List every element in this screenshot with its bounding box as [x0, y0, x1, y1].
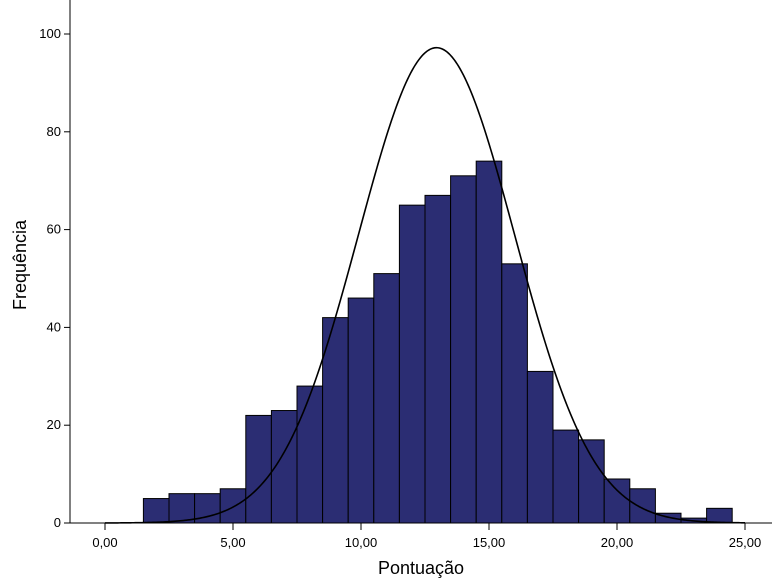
histogram-bar [168, 493, 196, 524]
y-tick-label: 20 [47, 417, 61, 432]
histogram-bar [629, 488, 656, 524]
y-tick-label: 60 [47, 222, 61, 237]
x-tick-label: 5,00 [220, 535, 245, 550]
histogram-bar [603, 478, 631, 524]
y-tick-label: 100 [39, 26, 61, 41]
x-tick-label: 0,00 [92, 535, 117, 550]
histogram-bar [219, 488, 247, 524]
histogram-bar [296, 385, 324, 524]
y-tick-label: 80 [47, 124, 61, 139]
histogram-bar [475, 160, 503, 524]
y-axis-title: Frequência [10, 219, 30, 310]
x-tick-label: 15,00 [473, 535, 506, 550]
normal-curve [105, 46, 746, 524]
x-tick-label: 20,00 [601, 535, 634, 550]
x-tick-label: 10,00 [345, 535, 378, 550]
histogram-bar [373, 273, 400, 524]
histogram-bar [578, 439, 605, 524]
histogram-bar [450, 175, 477, 524]
histogram-bar [398, 204, 426, 524]
histogram-bar [245, 414, 272, 524]
y-tick-label: 40 [47, 319, 61, 334]
x-tick-label: 25,00 [729, 535, 762, 550]
histogram-bar [706, 507, 733, 524]
y-ticks-group: 0 20 40 60 80 100 [39, 26, 70, 530]
x-ticks-group: 0,00 5,00 10,00 15,00 20,00 25,00 [92, 523, 761, 550]
histogram-bar [424, 194, 452, 524]
histogram-bar [526, 370, 554, 524]
y-tick-label: 0 [54, 515, 61, 530]
bars-group [142, 160, 733, 524]
histogram-bar [142, 498, 170, 524]
histogram-bar [552, 429, 580, 524]
histogram-bar [501, 263, 528, 524]
x-axis-title: Pontuação [378, 558, 464, 578]
histogram-bar [347, 297, 375, 524]
